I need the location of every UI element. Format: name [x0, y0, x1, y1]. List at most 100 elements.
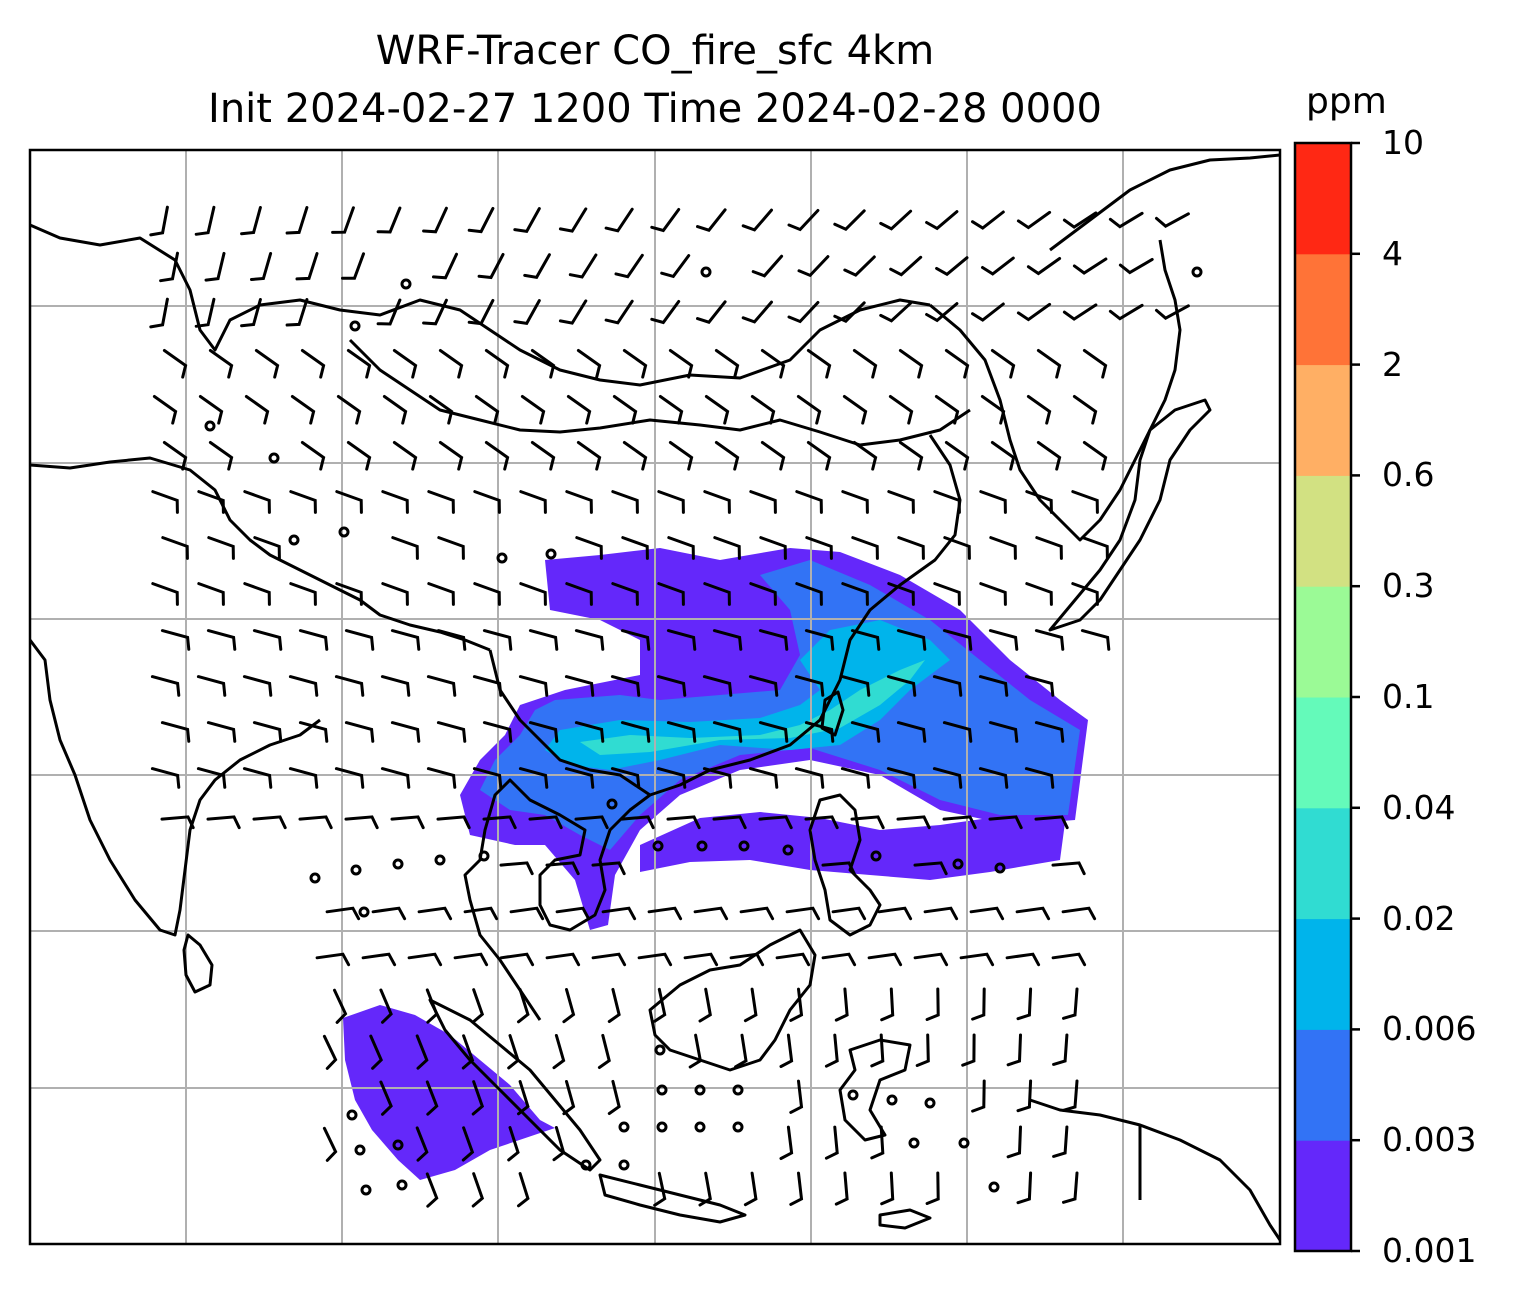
colorbar-tick-label: 0.6 [1382, 455, 1435, 495]
wind-barb [1118, 257, 1154, 275]
wind-barb [886, 767, 917, 789]
calm-wind-marker [958, 1137, 970, 1149]
wind-barb [712, 629, 743, 651]
colorbar [1295, 141, 1360, 1253]
wind-barb [565, 582, 593, 606]
wind-barb [472, 767, 503, 789]
wind-barb [804, 721, 835, 743]
wind-barb [417, 906, 453, 921]
calm-wind-marker [396, 1179, 408, 1191]
calm-wind-marker [478, 850, 490, 862]
wind-barb [206, 815, 241, 830]
wind-barb [558, 299, 588, 325]
calm-wind-marker [618, 1121, 630, 1133]
wind-barb [840, 767, 871, 789]
plume-level2 [480, 560, 1080, 850]
russia-pacific-coast [1049, 153, 1280, 252]
wind-barb [787, 301, 820, 324]
wind-barb [204, 251, 226, 282]
wind-barb [988, 721, 1019, 743]
calm-wind-marker [652, 840, 664, 852]
wind-barb [851, 536, 879, 560]
wind-barb [969, 906, 1005, 921]
wind-barb [415, 1126, 429, 1162]
wind-barb [789, 987, 804, 1022]
wind-barb [971, 302, 1005, 322]
wind-barb [971, 1079, 986, 1113]
wind-barb [668, 349, 694, 379]
wind-barb [698, 987, 712, 1023]
wind-barb [437, 536, 465, 560]
wind-barb [518, 767, 549, 789]
wind-barb [696, 208, 727, 232]
calm-wind-marker [358, 906, 370, 918]
wind-barb [422, 206, 448, 234]
wind-barb [607, 987, 621, 1023]
wind-barb [1071, 582, 1099, 606]
wind-barb [704, 395, 730, 425]
taiwan-coastline [820, 690, 845, 737]
wind-barb [149, 297, 169, 329]
calm-wind-marker [349, 320, 361, 332]
wind-barb [391, 536, 419, 560]
wind-barb [1082, 441, 1108, 471]
wind-barb [978, 675, 1009, 697]
wind-barb [750, 395, 776, 425]
wind-barb [322, 1126, 338, 1162]
wind-barb [852, 349, 878, 379]
wind-barb [361, 952, 397, 967]
wind-barb [206, 721, 237, 743]
wind-barb [834, 1171, 849, 1206]
calm-wind-marker [496, 552, 508, 564]
wind-barb [575, 536, 603, 560]
wind-barb [840, 675, 871, 697]
tracer-plume-layer [343, 548, 1088, 1180]
wind-barb [622, 349, 648, 379]
wind-barb [714, 441, 740, 471]
colorbar-band [1295, 697, 1351, 809]
wind-barb [520, 395, 546, 425]
java-coastline [598, 1173, 747, 1224]
colorbar-band [1295, 918, 1351, 1030]
wind-barb [574, 629, 605, 651]
wind-barb [988, 815, 1023, 830]
wind-barb [162, 349, 188, 379]
wind-barb [471, 988, 485, 1024]
wind-barb [152, 395, 178, 425]
wind-barb [438, 441, 464, 471]
gridlines [30, 150, 1280, 1244]
wind-barb [666, 629, 697, 651]
calm-wind-marker [392, 858, 404, 870]
colorbar-band [1295, 253, 1351, 366]
wind-barb [463, 906, 499, 921]
wind-barb [1026, 257, 1062, 276]
wind-barb [610, 675, 641, 697]
calm-wind-marker [738, 840, 750, 852]
wind-barb [978, 767, 1009, 789]
wind-barb [390, 629, 421, 651]
wind-barb [612, 395, 638, 425]
wind-barb [896, 629, 927, 651]
wind-barb [758, 629, 789, 651]
wind-barb [887, 582, 915, 606]
wind-barb [484, 349, 510, 379]
wind-barb [545, 861, 580, 876]
wind-barb [620, 721, 651, 743]
wind-barb [252, 629, 283, 651]
philippines-coastline [808, 793, 882, 937]
wind-barb [981, 256, 1015, 276]
wind-barb [1062, 303, 1098, 321]
wind-barb [150, 675, 181, 697]
calm-wind-marker [309, 872, 321, 884]
wind-barb [824, 1033, 839, 1068]
calm-wind-marker [400, 278, 412, 290]
wind-barb [1080, 629, 1111, 651]
wind-barb [289, 490, 317, 514]
wind-barb [453, 952, 489, 967]
wind-barb [898, 349, 924, 379]
wind-barb [942, 629, 973, 651]
wind-barb [344, 815, 379, 830]
wind-barb [151, 582, 179, 606]
wind-barb [842, 395, 868, 425]
wind-barb [528, 721, 559, 743]
